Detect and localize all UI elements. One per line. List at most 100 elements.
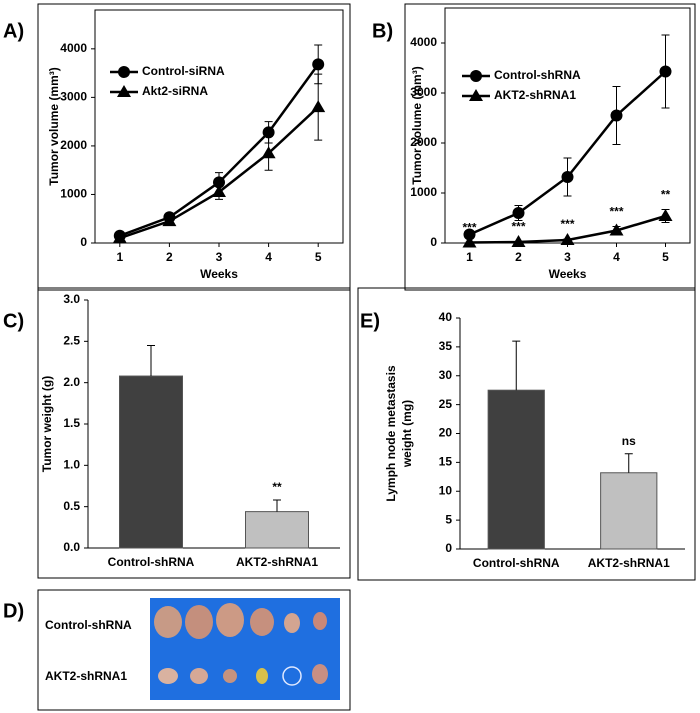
x-axis-label: Weeks [549,267,587,281]
panel-label: C) [3,310,24,332]
legend-label: Akt2-siRNA [142,84,208,98]
panel-label: B) [372,20,393,42]
y-tick-label: 10 [439,483,453,497]
y-tick-label: 0 [430,235,437,249]
legend-marker [117,85,131,97]
y-axis-label: weight (mg) [400,400,414,468]
x-tick-label: 1 [116,250,123,264]
x-tick-label: 3 [216,250,223,264]
error-bar [624,453,633,473]
bar [245,511,309,549]
error-bar [147,344,155,377]
panel-label: D) [3,600,24,622]
panel-d-frame [37,589,351,711]
y-tick-label: 1.0 [63,458,80,472]
y-tick-label: 15 [439,455,453,469]
y-tick-label: 20 [439,426,453,440]
x-tick-label: 4 [613,250,620,264]
point [560,233,575,245]
y-tick-label: 1000 [60,187,87,201]
panel-frame [37,287,351,579]
point [213,176,225,189]
panel-frame [404,3,696,291]
y-tick-label: 0.0 [63,540,80,554]
x-tick-label: Control-shRNA [108,555,195,569]
y-tick-label: 25 [439,397,453,411]
point [462,235,477,248]
y-tick-label: 0 [445,541,452,555]
y-axis-label: Tumor weight (g) [40,376,54,472]
row-label: AKT2-shRNA1 [45,669,127,683]
point [311,100,326,113]
annotation: *** [511,220,525,234]
y-tick-label: 40 [439,310,453,324]
y-tick-label: 3.0 [63,292,80,306]
point [312,58,325,71]
point [162,214,177,227]
annotation: *** [462,220,476,234]
point [561,171,574,183]
point [262,126,275,139]
plot-frame [444,7,691,244]
y-tick-label: 0 [80,235,87,249]
legend-marker [470,70,482,82]
x-tick-label: 4 [265,250,272,264]
y-axis-label: Tumor volume (mm³) [410,66,424,184]
x-tick-label: Control-shRNA [473,556,560,570]
y-tick-label: 4000 [60,41,87,55]
y-tick-label: 1000 [410,185,437,199]
tumor-photo [150,598,340,700]
y-axis-label: Lymph node metastasis [384,365,398,502]
panel-label: A) [3,20,24,42]
y-tick-label: 1.5 [63,416,80,430]
y-tick-label: 2000 [60,138,87,152]
point [658,209,673,221]
point [261,146,276,159]
y-tick-label: 2.5 [63,334,80,348]
legend-label: Control-shRNA [494,68,581,82]
point [512,207,525,219]
legend-label: AKT2-shRNA1 [494,88,576,102]
x-tick-label: AKT2-shRNA1 [236,555,318,569]
point [212,185,226,198]
x-tick-label: 5 [662,250,669,264]
error-bar [273,499,281,512]
error-bar [512,340,521,391]
y-tick-label: 0.5 [63,499,80,513]
panel-label: E) [360,310,380,332]
plot-frame [94,9,344,244]
point [609,223,624,236]
x-tick-label: 2 [515,250,522,264]
y-tick-label: 4000 [410,35,437,49]
point [511,235,526,247]
y-tick-label: 3000 [410,85,437,99]
annotation: ** [661,188,671,202]
x-tick-label: AKT2-shRNA1 [588,556,670,570]
point [659,65,672,78]
annotation: *** [609,205,623,219]
panel-frame [357,287,696,581]
bar [600,472,658,550]
y-axis-label: Tumor volume (mm³) [47,67,61,185]
x-tick-label: 5 [315,250,322,264]
annotation: ** [272,480,282,494]
x-tick-label: 1 [466,250,473,264]
point [112,231,127,244]
legend-label: Control-siRNA [142,64,225,78]
panel-frame [37,3,351,291]
y-tick-label: 2000 [410,135,437,149]
bar [119,375,183,549]
row-label: Control-shRNA [45,618,132,632]
y-tick-label: 3000 [60,90,87,104]
y-tick-label: 35 [439,339,453,353]
x-tick-label: 2 [166,250,173,264]
x-axis-label: Weeks [200,267,238,281]
annotation: ns [622,434,636,448]
point [610,109,623,122]
legend-marker [469,89,483,101]
point [463,228,476,241]
y-tick-label: 5 [445,512,452,526]
bar [487,389,545,550]
y-tick-label: 30 [439,368,453,382]
